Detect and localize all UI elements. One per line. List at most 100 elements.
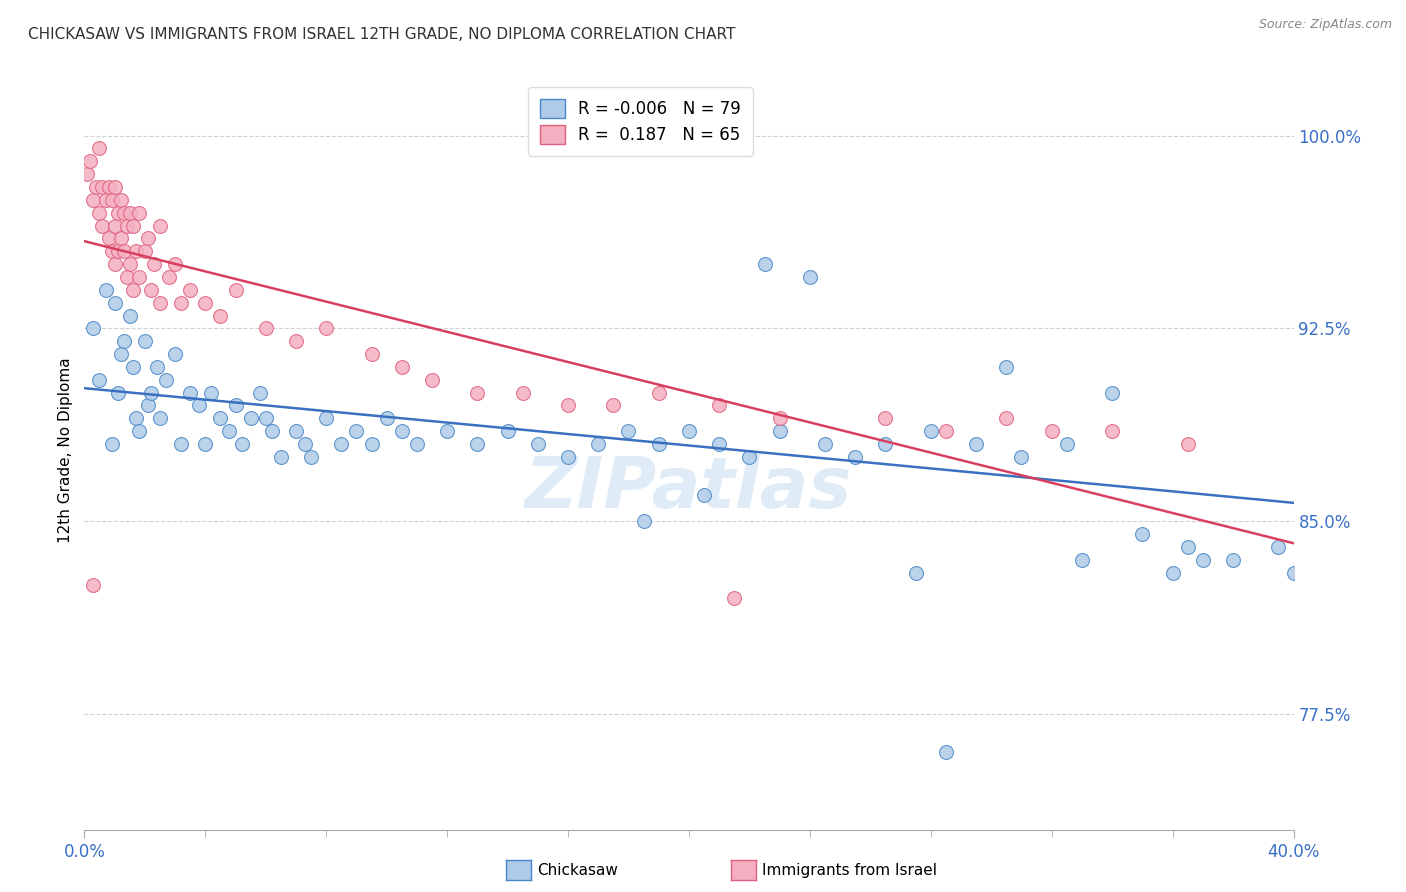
Point [346,424,368,438]
Point [935,746,957,760]
Point [709,399,731,413]
Point [136,399,159,413]
Point [285,334,308,349]
Point [360,437,382,451]
Point [875,437,897,451]
Point [104,180,127,194]
Point [188,399,211,413]
Point [844,450,866,464]
Point [128,205,150,219]
Point [1071,552,1094,566]
Point [146,359,169,374]
Point [512,385,534,400]
Point [920,424,942,438]
Point [107,205,129,219]
Point [588,437,610,451]
Point [134,244,156,259]
Point [769,424,792,438]
Point [249,385,271,400]
Point [467,385,489,400]
Point [104,257,127,271]
Point [254,411,277,425]
Point [254,321,277,335]
Point [496,424,519,438]
Point [1192,552,1215,566]
Point [406,437,429,451]
Point [142,257,165,271]
Text: CHICKASAW VS IMMIGRANTS FROM ISRAEL 12TH GRADE, NO DIPLOMA CORRELATION CHART: CHICKASAW VS IMMIGRANTS FROM ISRAEL 12TH… [28,27,735,42]
Point [375,411,398,425]
Point [104,219,127,233]
Point [107,244,129,259]
Point [1101,424,1123,438]
Point [94,193,117,207]
Point [285,424,308,438]
Point [139,283,162,297]
Point [107,385,129,400]
Point [557,399,579,413]
Point [294,437,316,451]
Point [617,424,640,438]
Point [693,488,716,502]
Point [678,424,700,438]
Point [155,373,177,387]
Point [935,424,957,438]
Point [118,309,141,323]
Point [157,270,180,285]
Point [200,385,222,400]
Point [179,283,201,297]
Text: Source: ZipAtlas.com: Source: ZipAtlas.com [1258,18,1392,31]
Point [121,283,143,297]
Point [121,219,143,233]
Point [115,270,138,285]
Point [121,359,143,374]
Point [391,424,413,438]
Point [360,347,382,361]
Point [799,270,821,285]
Point [218,424,240,438]
Point [738,450,761,464]
Point [100,437,122,451]
Text: ZIPatlas: ZIPatlas [526,454,852,523]
Point [179,385,201,400]
Point [1056,437,1078,451]
Point [136,231,159,245]
Point [769,411,792,425]
Point [602,399,624,413]
Point [231,437,253,451]
Point [118,257,141,271]
Point [225,399,247,413]
Point [709,437,731,451]
Point [91,180,114,194]
Point [149,411,172,425]
Point [104,295,127,310]
Point [89,373,111,387]
Point [965,437,987,451]
Point [194,295,217,310]
Point [82,578,104,592]
Point [97,231,120,245]
Point [1298,128,1320,143]
Point [209,411,232,425]
Point [436,424,458,438]
Point [110,347,132,361]
Point [128,424,150,438]
Point [110,231,132,245]
Point [1011,450,1033,464]
Point [115,219,138,233]
Point [209,309,232,323]
Point [1132,527,1154,541]
Point [875,411,897,425]
Point [149,295,172,310]
Point [814,437,837,451]
Point [225,283,247,297]
Y-axis label: 12th Grade, No Diploma: 12th Grade, No Diploma [58,358,73,543]
Point [1222,552,1244,566]
Point [648,437,671,451]
Point [91,219,114,233]
Point [527,437,550,451]
Point [995,359,1018,374]
Point [1040,424,1063,438]
Point [112,334,135,349]
Point [194,437,217,451]
